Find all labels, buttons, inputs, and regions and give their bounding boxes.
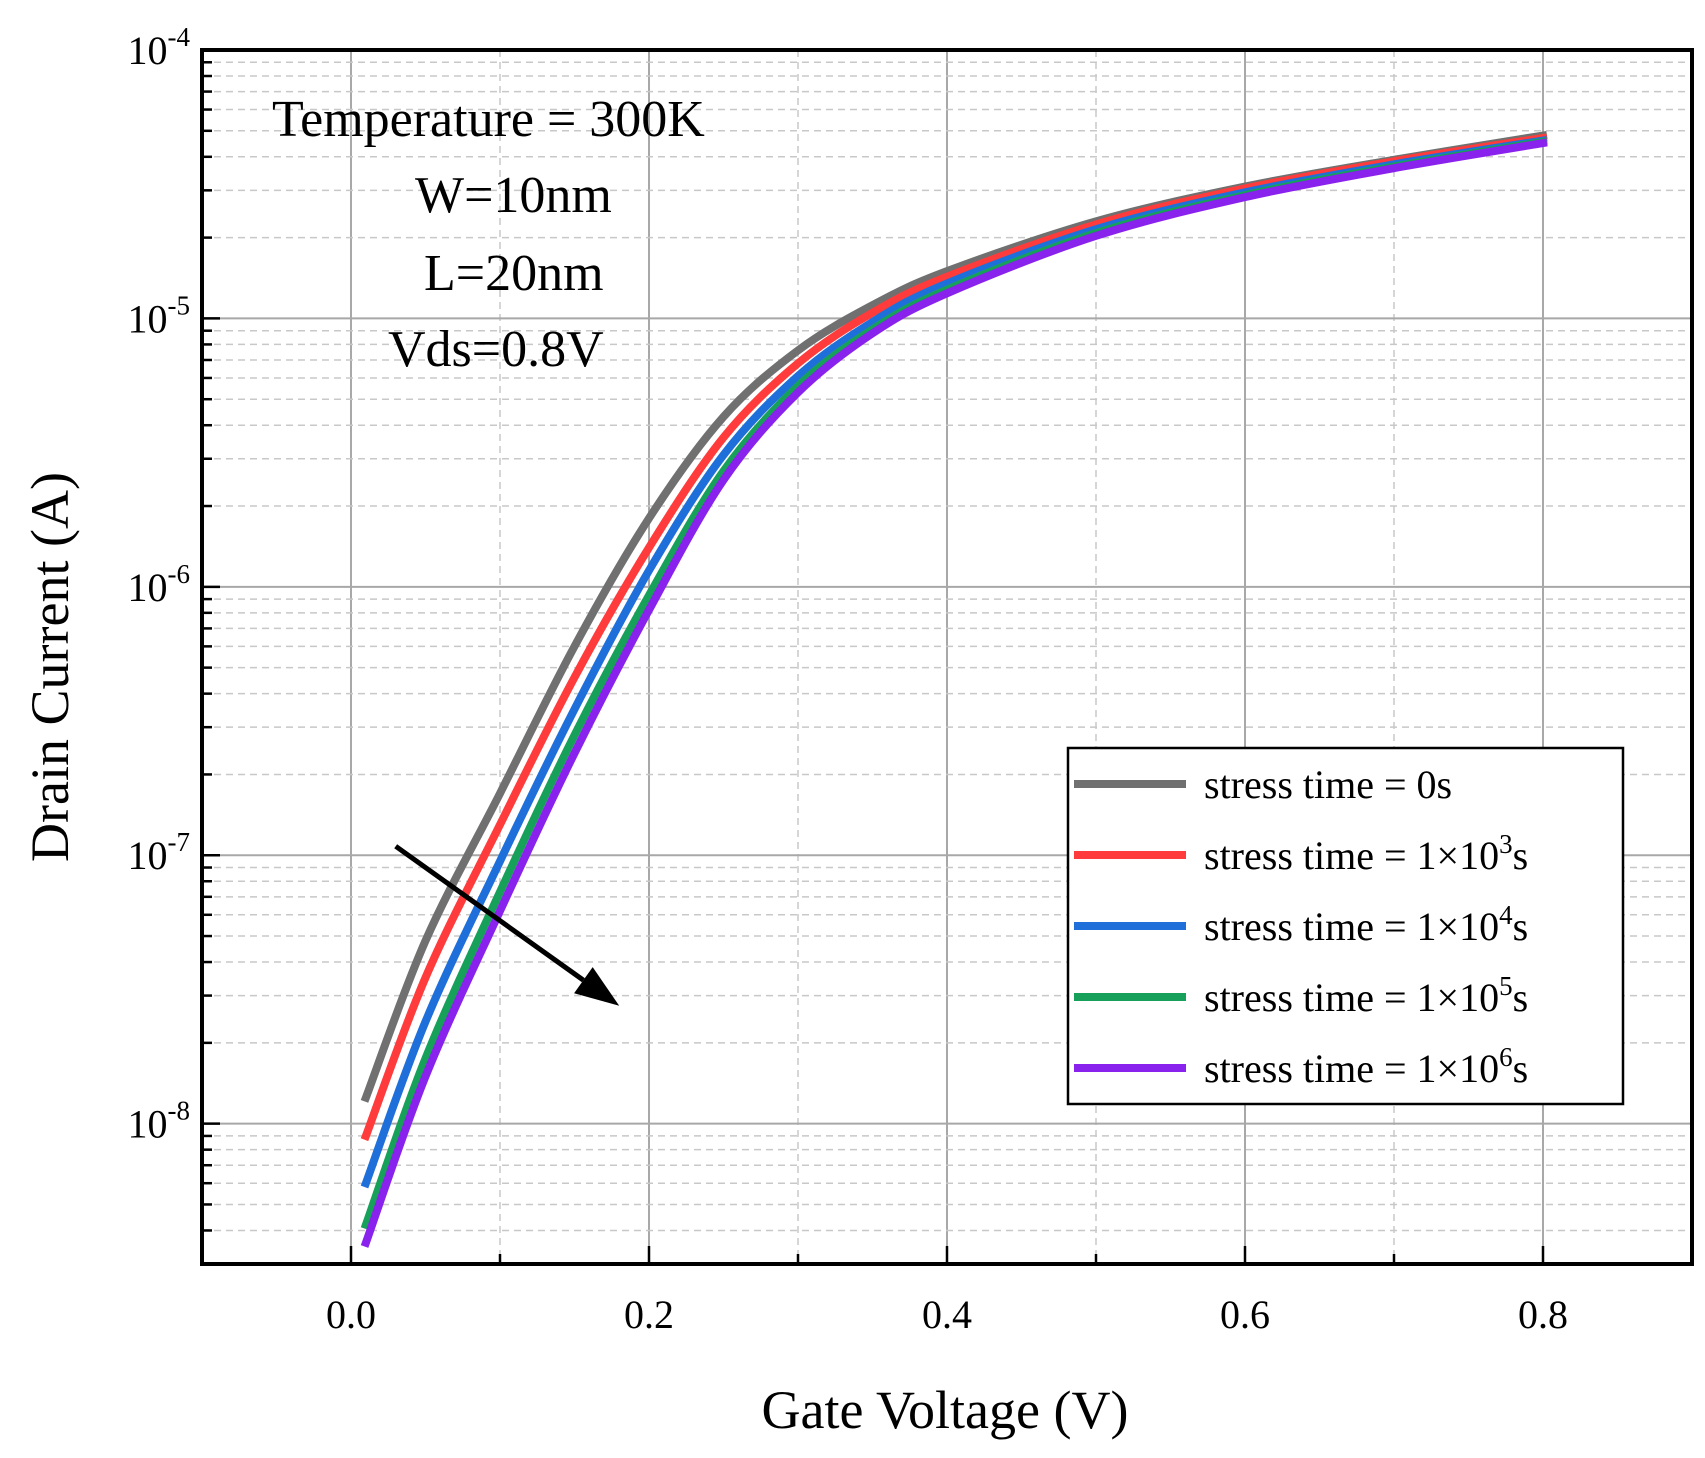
- y-tick-exponent: -8: [168, 1096, 191, 1126]
- legend-label-exponent: 4: [1499, 900, 1513, 930]
- y-tick-base: 10: [128, 1102, 168, 1147]
- legend-label-exponent: 6: [1499, 1042, 1513, 1072]
- legend-label-text: stress time = 0s: [1204, 762, 1452, 807]
- legend-label-exponent: 5: [1499, 971, 1513, 1001]
- y-tick-label: 10-8: [128, 1096, 191, 1147]
- x-tick-label: 0.6: [1220, 1292, 1270, 1337]
- legend-label-1: stress time = 1×103s: [1204, 829, 1528, 878]
- y-tick-label: 10-7: [128, 827, 191, 878]
- stress-arrow: [394, 844, 620, 1006]
- legend-label-suffix: s: [1513, 975, 1529, 1020]
- annotation-vds: Vds=0.8V: [388, 321, 604, 378]
- y-tick-base: 10: [128, 28, 168, 73]
- series-line-4: [360, 138, 1548, 1248]
- legend-label-suffix: s: [1513, 1046, 1529, 1091]
- legend-label-3: stress time = 1×105s: [1204, 971, 1528, 1020]
- legend-label-0: stress time = 0s: [1204, 762, 1452, 807]
- arrow-shaft: [394, 844, 585, 983]
- legend-label-text: stress time = 1×10: [1204, 975, 1499, 1020]
- y-tick-label: 10-5: [128, 290, 191, 341]
- legend-label-text: stress time = 1×10: [1204, 833, 1499, 878]
- legend-label-suffix: s: [1513, 833, 1529, 878]
- x-tick-label: 0.4: [922, 1292, 972, 1337]
- annotation-temperature: Temperature = 300K: [272, 91, 705, 148]
- y-tick-label: 10-6: [128, 559, 191, 610]
- arrow-head: [574, 967, 620, 1006]
- legend-label-text: stress time = 1×10: [1204, 1046, 1499, 1091]
- y-tick-base: 10: [128, 833, 168, 878]
- y-tick-exponent: -6: [168, 559, 191, 589]
- y-tick-exponent: -7: [168, 827, 191, 857]
- legend-label-suffix: s: [1513, 904, 1529, 949]
- x-tick-label: 0.0: [326, 1292, 376, 1337]
- legend-label-text: stress time = 1×10: [1204, 904, 1499, 949]
- annotation-width: W=10nm: [415, 167, 612, 224]
- x-tick-labels: 0.0 0.2 0.4 0.6 0.8: [326, 1292, 1568, 1337]
- y-tick-base: 10: [128, 565, 168, 610]
- annotations: Temperature = 300K W=10nm L=20nm Vds=0.8…: [272, 91, 705, 378]
- legend-label-4: stress time = 1×106s: [1204, 1042, 1528, 1091]
- x-tick-label: 0.2: [624, 1292, 674, 1337]
- axis-ticks: [202, 48, 1545, 1266]
- y-tick-base: 10: [128, 296, 168, 341]
- y-axis-title: Drain Current (A): [20, 472, 80, 862]
- x-tick-label: 0.8: [1518, 1292, 1568, 1337]
- y-tick-label: 10-4: [128, 22, 191, 73]
- x-axis-title: Gate Voltage (V): [762, 1380, 1129, 1440]
- legend-label-exponent: 3: [1499, 829, 1513, 859]
- legend-label-2: stress time = 1×104s: [1204, 900, 1528, 949]
- annotation-length: L=20nm: [424, 245, 604, 302]
- y-tick-exponent: -5: [168, 290, 191, 320]
- y-tick-exponent: -4: [168, 22, 191, 52]
- y-tick-labels: 10-810-710-610-510-4: [128, 22, 191, 1147]
